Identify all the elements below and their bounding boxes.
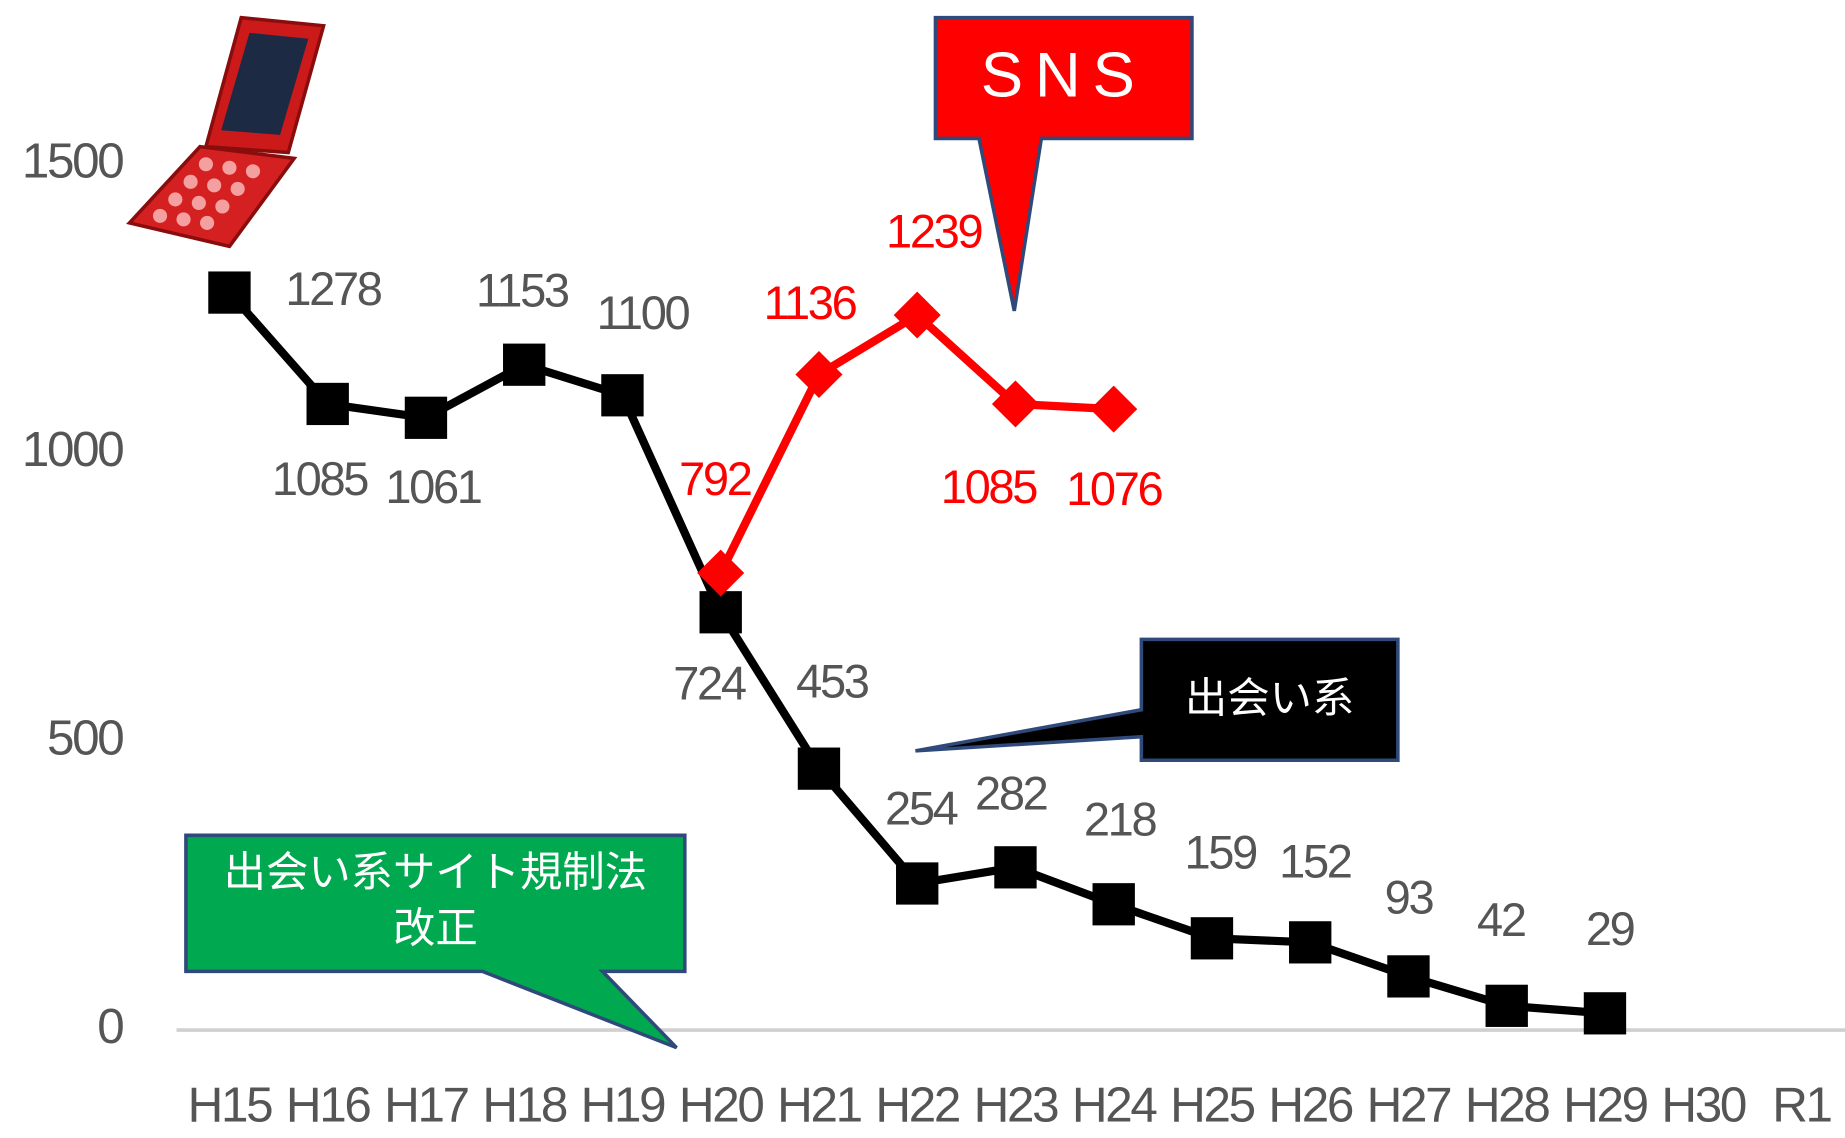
marker (699, 591, 742, 634)
data-label: 1136 (764, 276, 857, 329)
data-label: 29 (1586, 902, 1634, 955)
data-label: 254 (885, 781, 958, 834)
series-line (717, 310, 1114, 575)
marker (404, 396, 448, 439)
x-tick-label: H15 (188, 1078, 272, 1133)
law-callout: 出会い系サイト規制法 改正 (184, 833, 687, 1050)
x-tick-label: H29 (1563, 1078, 1647, 1133)
x-tick-label: H22 (875, 1078, 959, 1133)
marker (1289, 921, 1332, 964)
marker (991, 380, 1039, 428)
phone-icon (126, 15, 326, 249)
data-label: 1061 (385, 460, 480, 513)
marker (1583, 992, 1627, 1035)
data-label: 1085 (941, 460, 1037, 513)
marker (306, 382, 349, 426)
marker (896, 862, 939, 905)
data-label: 792 (679, 452, 751, 505)
marker (503, 343, 546, 386)
x-tick-label: H23 (974, 1078, 1058, 1133)
data-label: 1076 (1066, 462, 1162, 515)
marker (797, 747, 841, 790)
data-label: 453 (796, 655, 869, 708)
y-tick-label: 500 (47, 711, 123, 766)
sns-callout: SNS (933, 15, 1194, 312)
annotation: 改正 (393, 905, 478, 952)
x-tick-label: H28 (1465, 1078, 1549, 1133)
data-label: 42 (1477, 893, 1525, 946)
marker (1387, 955, 1430, 998)
x-tick-label: H19 (581, 1078, 665, 1133)
x-tick-label: H30 (1661, 1078, 1745, 1133)
x-tick-label: H21 (777, 1078, 861, 1133)
y-tick-label: 0 (97, 999, 123, 1054)
data-label: 724 (673, 657, 746, 710)
marker (893, 291, 941, 339)
x-tick-label: H16 (286, 1078, 370, 1133)
marker (994, 846, 1037, 889)
data-label: 93 (1385, 871, 1434, 924)
y-tick-label: 1000 (22, 422, 123, 477)
data-label: 1100 (597, 286, 690, 339)
x-tick-label: H26 (1268, 1078, 1352, 1133)
marker (697, 549, 745, 597)
marker (208, 271, 251, 314)
marker (601, 374, 644, 417)
annotation: 出会い系サイト規制法 (224, 848, 647, 895)
series-callout: 出会い系 (1185, 675, 1354, 722)
marker (1190, 917, 1234, 960)
x-tick-label: H18 (482, 1078, 566, 1133)
x-tick-label: H24 (1072, 1078, 1156, 1133)
x-tick-label: R1 (1772, 1078, 1831, 1133)
x-tick-label: H27 (1367, 1078, 1451, 1133)
marker (1485, 984, 1528, 1027)
data-label: 218 (1084, 793, 1157, 846)
data-label: 1085 (272, 452, 368, 505)
marker (1092, 883, 1135, 926)
y-tick-label: 1500 (22, 134, 123, 189)
data-label: 159 (1184, 826, 1256, 879)
marker (795, 351, 843, 398)
series-callout: SNS (981, 41, 1147, 111)
data-label: 1153 (476, 264, 569, 317)
data-label: 1278 (285, 262, 381, 315)
x-tick-label: H25 (1170, 1078, 1254, 1133)
deai-callout: 出会い系 (915, 637, 1400, 762)
data-label: 1239 (886, 205, 981, 258)
marker (1090, 385, 1138, 433)
x-tick-label: H17 (384, 1078, 468, 1133)
data-label: 152 (1279, 834, 1351, 887)
data-label: 282 (975, 766, 1047, 819)
x-tick-label: H20 (679, 1078, 763, 1133)
